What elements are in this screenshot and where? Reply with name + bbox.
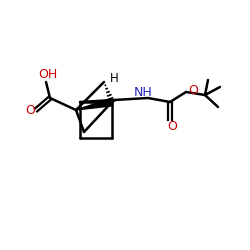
Text: O: O — [167, 120, 177, 134]
Polygon shape — [76, 98, 113, 110]
Text: OH: OH — [38, 68, 58, 80]
Text: O: O — [25, 104, 35, 117]
Text: H: H — [110, 72, 118, 85]
Text: O: O — [188, 84, 198, 96]
Text: NH: NH — [134, 86, 152, 98]
